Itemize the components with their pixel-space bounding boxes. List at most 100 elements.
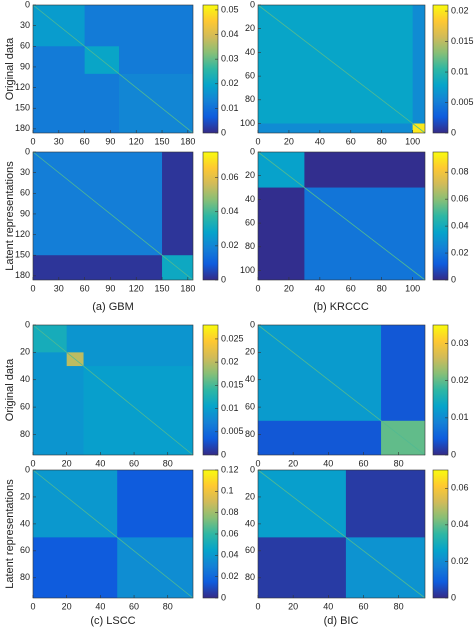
colorbar-tick-label: 0	[451, 274, 456, 284]
y-tick-label: 40	[20, 518, 30, 528]
y-tick-label: 60	[245, 70, 255, 80]
colorbar-tick-label: 0.01	[451, 412, 469, 422]
x-tick-label: 0	[30, 601, 35, 611]
x-tick-label: 60	[80, 136, 90, 146]
colorbar-tick-label: 0.02	[221, 357, 239, 367]
axes-frame	[257, 4, 426, 134]
colorbar-tick-label: 0.08	[451, 167, 469, 177]
x-tick-label: 60	[129, 601, 139, 611]
colorbar-tick-label: 0.04	[221, 206, 239, 216]
colorbar-tick-label: 0.08	[221, 507, 239, 517]
colorbar	[202, 151, 219, 281]
colorbar-tick-label: 0.04	[451, 519, 469, 529]
colorbar-tick-label: 0	[451, 127, 456, 137]
y-tick-label: 20	[245, 23, 255, 33]
x-tick-label: 150	[155, 283, 170, 293]
x-tick-label: 20	[62, 601, 72, 611]
colorbar	[432, 4, 449, 134]
x-tick-label: 30	[54, 283, 64, 293]
colorbar-tick-label: 0.02	[451, 5, 469, 15]
x-tick-label: 20	[288, 458, 298, 468]
y-tick-label: 80	[245, 94, 255, 104]
x-tick-label: 40	[323, 601, 333, 611]
x-tick-label: 120	[129, 283, 144, 293]
x-tick-label: 60	[129, 458, 139, 468]
x-tick-label: 40	[315, 136, 325, 146]
y-tick-label: 90	[20, 208, 30, 218]
colorbar-tick-label: 0.015	[221, 380, 244, 390]
y-tick-label: 80	[245, 241, 255, 251]
y-tick-label: 60	[245, 401, 255, 411]
y-tick-label: 180	[15, 270, 30, 280]
colorbar-tick-label: 0	[451, 592, 456, 602]
axes-frame	[257, 469, 426, 599]
x-tick-label: 20	[288, 601, 298, 611]
colorbar-tick-label: 0.03	[451, 338, 469, 348]
row-label: Original data	[4, 37, 16, 100]
x-tick-label: 100	[405, 136, 420, 146]
y-tick-label: 0	[250, 464, 255, 474]
y-tick-label: 30	[20, 20, 30, 30]
axes-frame	[32, 324, 194, 456]
diagonal	[257, 469, 426, 599]
x-tick-label: 150	[155, 136, 170, 146]
colorbar	[432, 151, 449, 281]
colorbar-tick-label: 0.04	[221, 29, 239, 39]
diagonal	[257, 324, 426, 456]
y-tick-label: 0	[250, 0, 255, 9]
y-tick-label: 120	[15, 229, 30, 239]
colorbar-tick-label: 0.025	[221, 333, 244, 343]
colorbar-tick-label: 0	[221, 127, 226, 137]
colorbar-tick-label: 0.04	[451, 220, 469, 230]
y-tick-label: 40	[245, 518, 255, 528]
y-tick-label: 60	[245, 545, 255, 555]
colorbar-tick-label: 0.06	[451, 194, 469, 204]
y-tick-label: 80	[245, 429, 255, 439]
colorbar-tick-label: 0.01	[221, 103, 239, 113]
x-tick-label: 180	[180, 136, 195, 146]
x-tick-label: 0	[30, 283, 35, 293]
x-tick-label: 0	[255, 136, 260, 146]
x-tick-label: 60	[80, 283, 90, 293]
colorbar-tick-label: 0	[451, 449, 456, 459]
caption: (a) GBM	[92, 301, 134, 313]
x-tick-label: 20	[284, 136, 294, 146]
caption: (b) KRCCC	[313, 301, 369, 313]
axes-frame	[32, 151, 194, 281]
y-tick-label: 0	[25, 464, 30, 474]
x-tick-label: 40	[95, 458, 105, 468]
y-tick-label: 150	[15, 250, 30, 260]
colorbar-tick-label: 0	[221, 592, 226, 602]
y-tick-label: 60	[20, 401, 30, 411]
y-tick-label: 0	[250, 146, 255, 156]
diagonal	[32, 469, 194, 599]
y-tick-label: 60	[20, 41, 30, 51]
colorbar-tick-label: 0	[221, 449, 226, 459]
x-tick-label: 60	[358, 601, 368, 611]
colorbar-tick-label: 0.06	[221, 528, 239, 538]
y-tick-label: 0	[250, 319, 255, 329]
y-tick-label: 100	[240, 118, 255, 128]
y-tick-label: 120	[15, 82, 30, 92]
y-tick-label: 20	[20, 491, 30, 501]
x-tick-label: 90	[105, 283, 115, 293]
y-tick-label: 40	[20, 374, 30, 384]
axes-frame	[32, 4, 194, 134]
colorbar-tick-label: 0.02	[451, 375, 469, 385]
x-tick-label: 80	[394, 601, 404, 611]
y-tick-label: 20	[245, 491, 255, 501]
colorbar-tick-label: 0.1	[221, 486, 234, 496]
row-label: Original data	[4, 358, 16, 421]
x-tick-label: 180	[180, 283, 195, 293]
row-label: Latent representations	[4, 161, 16, 271]
x-tick-label: 20	[284, 283, 294, 293]
y-tick-label: 60	[245, 217, 255, 227]
x-tick-label: 40	[315, 283, 325, 293]
y-tick-label: 100	[240, 265, 255, 275]
colorbar-tick-label: 0.02	[221, 240, 239, 250]
row-label: Latent representations	[4, 479, 16, 589]
colorbar	[202, 324, 219, 456]
x-tick-label: 80	[394, 458, 404, 468]
x-tick-label: 120	[129, 136, 144, 146]
